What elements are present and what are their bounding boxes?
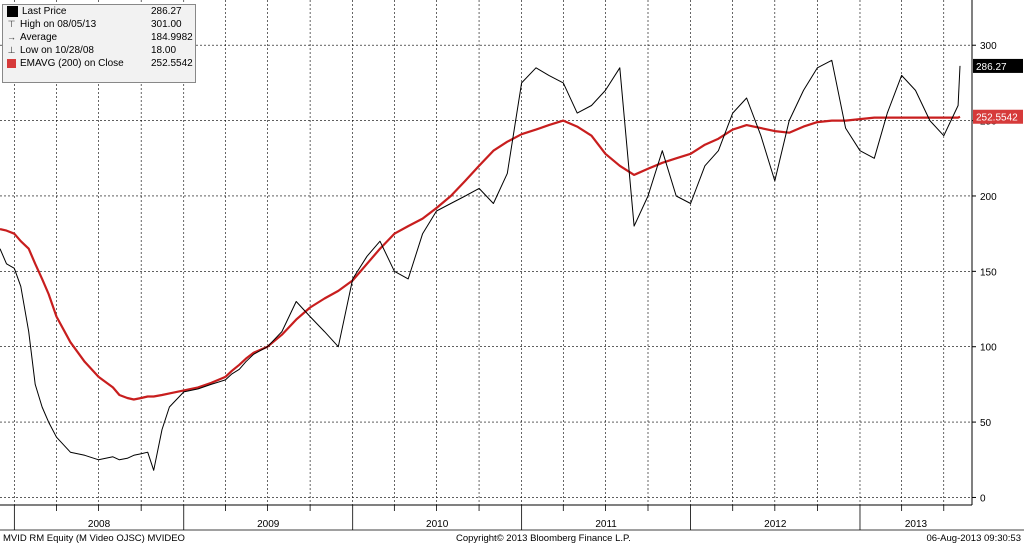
x-tick-label: 2012 <box>764 519 787 530</box>
x-tick-label: 2008 <box>88 519 111 530</box>
x-tick-label: 2010 <box>426 519 449 530</box>
legend-item-label: Last Price <box>22 6 67 17</box>
legend-item-value: 301.00 <box>151 19 182 30</box>
low-marker-icon: ⊥ <box>7 45 16 55</box>
legend-item-label: EMAVG (200) on Close <box>20 58 124 69</box>
legend-item: ⊥ Low on 10/28/08 18.00 <box>3 44 195 57</box>
legend-item-label: High on 08/05/13 <box>20 19 97 30</box>
y-tick-label: 300 <box>980 41 997 52</box>
legend-item-value: 286.27 <box>151 6 182 17</box>
y-tick-label: 100 <box>980 343 997 354</box>
x-tick-label: 2009 <box>257 519 280 530</box>
x-tick-label: 2013 <box>905 519 928 530</box>
y-tick-label: 150 <box>980 267 997 278</box>
legend-item: EMAVG (200) on Close 252.5542 <box>3 57 195 70</box>
y-tick-label: 50 <box>980 418 992 429</box>
series-layer <box>0 59 961 471</box>
x-tick-label: 2011 <box>595 519 617 530</box>
legend-item-label: Low on 10/28/08 <box>20 45 94 56</box>
y-tick-label: 200 <box>980 192 997 203</box>
last-price-tag-bg <box>973 58 1023 73</box>
legend-item-value: 184.9982 <box>151 32 193 43</box>
chart-legend: Last Price 286.27 ⊤ High on 08/05/13 301.00 →… <box>2 4 196 83</box>
chart-grid <box>0 0 1024 531</box>
value-tags: 286.27 252.5542 <box>973 58 1023 124</box>
legend-item-value: 252.5542 <box>151 58 193 69</box>
footer-security-name: MVID RM Equity (M Video OJSC) MVIDEO <box>3 533 185 544</box>
high-marker-icon: ⊤ <box>7 19 16 29</box>
last-price-tag-label: 286.27 <box>976 62 1007 73</box>
legend-item-label: Average <box>20 32 58 43</box>
black-square-icon <box>7 6 18 17</box>
legend-item: ⊤ High on 08/05/13 301.00 <box>3 18 195 31</box>
legend-item: → Average 184.9982 <box>3 31 195 44</box>
ema-value-tag-bg <box>973 109 1023 124</box>
footer-copyright: Copyright© 2013 Bloomberg Finance L.P. <box>456 533 631 544</box>
x-axis: 2008 2009 2010 2011 2012 2013 <box>13 505 945 530</box>
series-line-last-price <box>0 59 961 471</box>
legend-item: Last Price 286.27 <box>3 5 195 18</box>
footer-timestamp: 06-Aug-2013 09:30:53 <box>926 533 1021 544</box>
legend-item-value: 18.00 <box>151 45 177 56</box>
ema-value-tag-label: 252.5542 <box>976 113 1018 124</box>
y-tick-label: 0 <box>980 493 986 504</box>
series-line-ema <box>0 115 961 401</box>
average-marker-icon: → <box>7 32 16 42</box>
red-square-icon <box>7 59 16 68</box>
